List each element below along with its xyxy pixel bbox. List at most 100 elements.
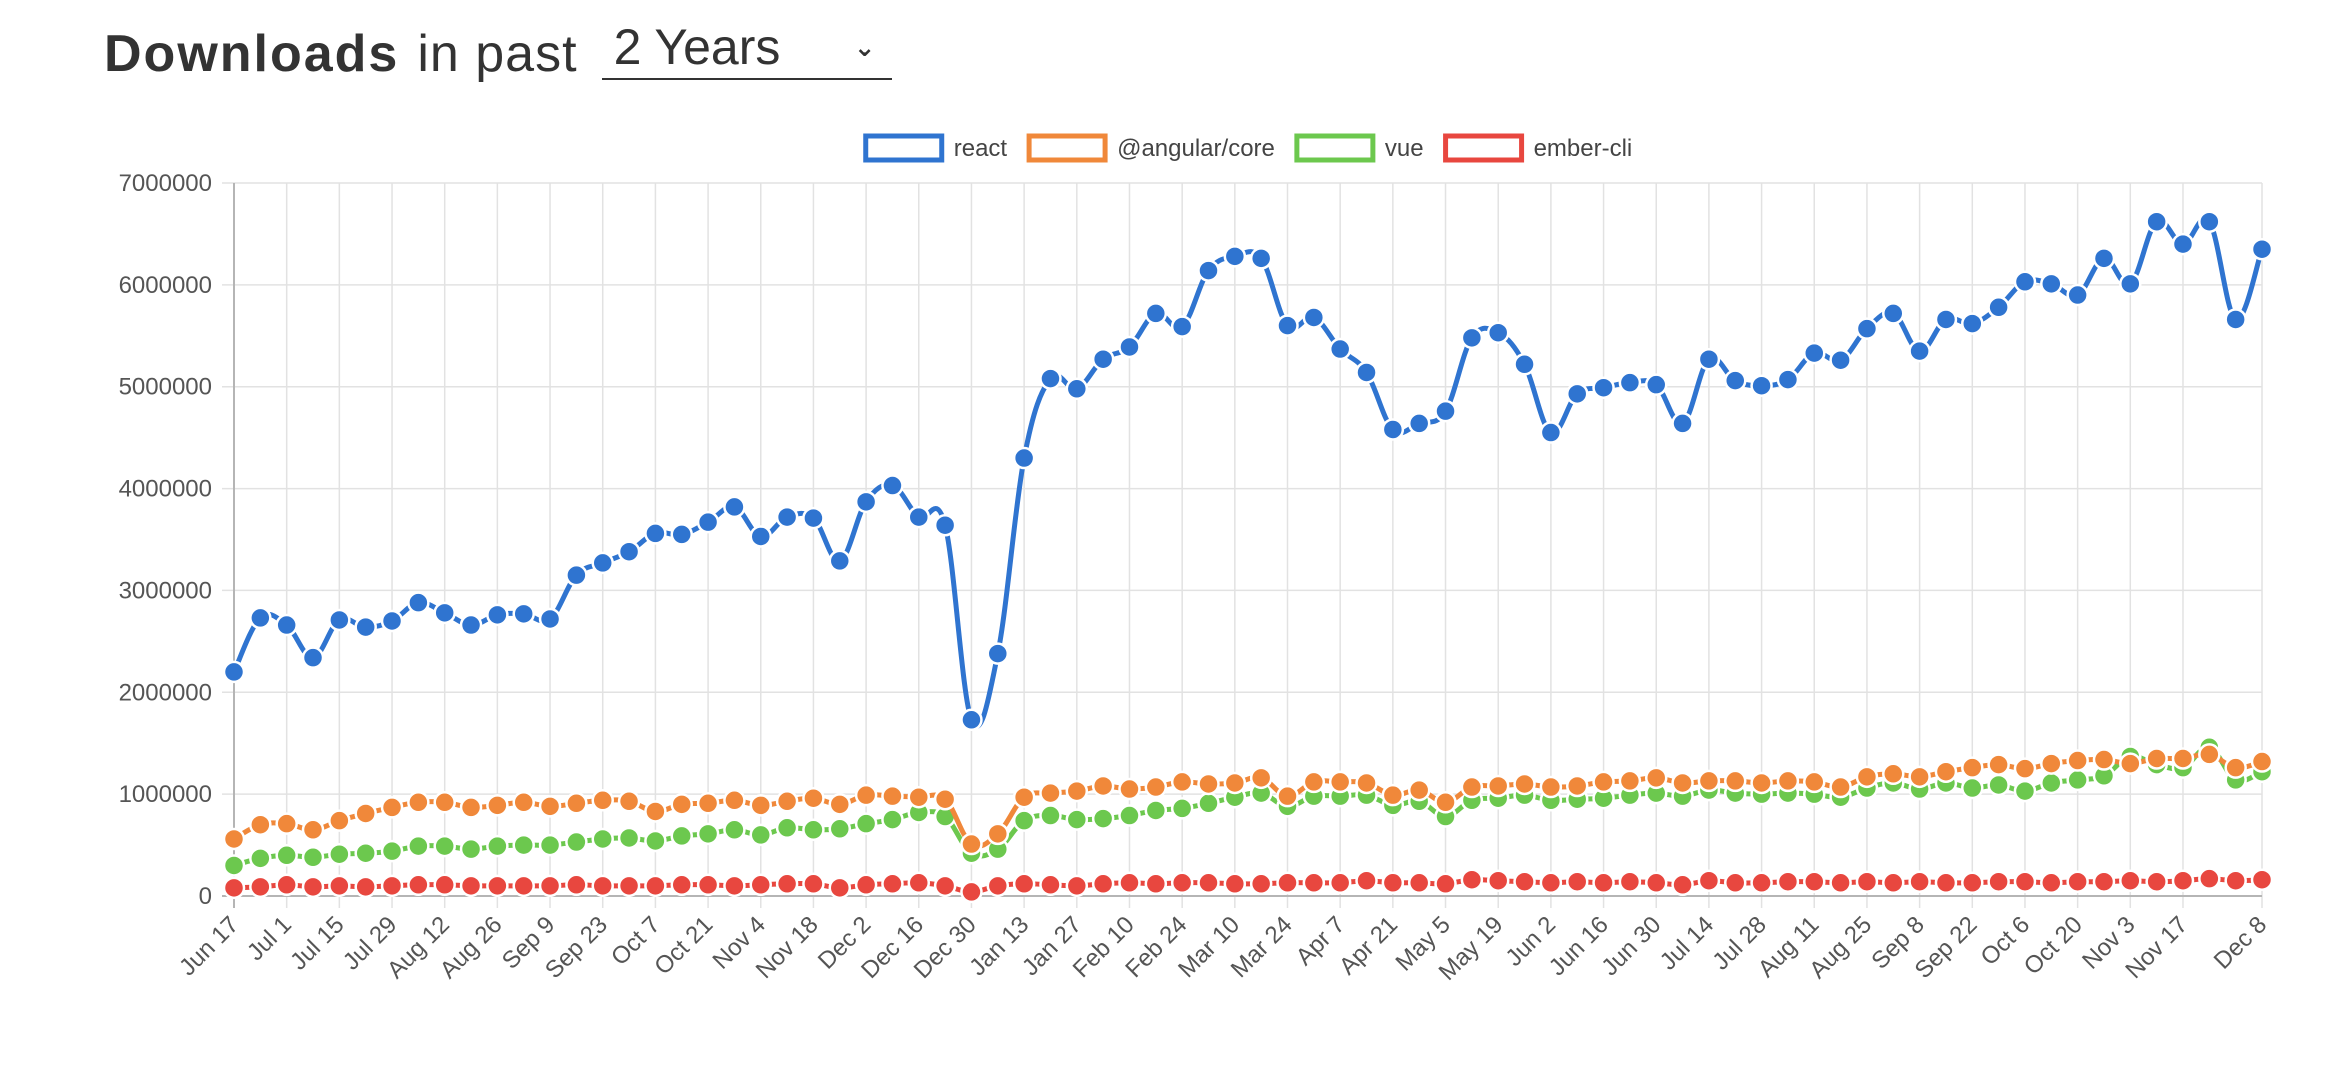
data-point-angular-core[interactable]	[933, 787, 957, 811]
data-point-vue[interactable]	[380, 839, 404, 863]
legend-item-ember-cli[interactable]: ember-cli	[1443, 133, 1633, 163]
data-point-react[interactable]	[1644, 373, 1668, 396]
data-point-angular-core[interactable]	[1460, 775, 1484, 799]
data-point-ember-cli[interactable]	[1434, 872, 1457, 896]
data-point-react[interactable]	[2224, 308, 2247, 331]
data-point-react[interactable]	[222, 660, 246, 684]
data-point-react[interactable]	[802, 506, 825, 530]
data-point-react[interactable]	[407, 591, 430, 614]
data-point-angular-core[interactable]	[1434, 791, 1457, 814]
data-point-angular-core[interactable]	[380, 796, 404, 819]
data-point-ember-cli[interactable]	[407, 873, 430, 897]
data-point-angular-core[interactable]	[407, 791, 430, 814]
data-point-angular-core[interactable]	[1565, 774, 1589, 798]
data-point-react[interactable]	[1012, 446, 1036, 470]
data-point-angular-core[interactable]	[1328, 770, 1352, 794]
data-point-vue[interactable]	[591, 827, 614, 851]
data-point-ember-cli[interactable]	[696, 873, 720, 897]
period-select[interactable]: 2 Years ⌄	[601, 14, 892, 80]
data-point-ember-cli[interactable]	[670, 873, 693, 897]
data-point-vue[interactable]	[1961, 776, 1984, 800]
data-point-ember-cli[interactable]	[1987, 870, 2010, 893]
data-point-vue[interactable]	[617, 826, 641, 850]
data-point-ember-cli[interactable]	[1644, 871, 1668, 895]
data-point-angular-core[interactable]	[1697, 769, 1721, 793]
data-point-angular-core[interactable]	[617, 790, 641, 813]
data-point-vue[interactable]	[512, 833, 535, 857]
data-point-vue[interactable]	[828, 817, 852, 841]
data-point-ember-cli[interactable]	[828, 876, 852, 900]
data-point-angular-core[interactable]	[1144, 775, 1168, 799]
data-point-angular-core[interactable]	[1012, 785, 1036, 809]
data-point-ember-cli[interactable]	[565, 873, 588, 897]
data-point-react[interactable]	[960, 708, 983, 732]
data-point-react[interactable]	[1855, 317, 1879, 340]
data-point-angular-core[interactable]	[1644, 766, 1668, 790]
data-point-angular-core[interactable]	[1118, 777, 1141, 801]
data-point-angular-core[interactable]	[644, 800, 667, 823]
data-point-react[interactable]	[1302, 306, 1326, 329]
data-point-angular-core[interactable]	[907, 785, 931, 809]
data-point-ember-cli[interactable]	[1223, 872, 1247, 896]
data-point-vue[interactable]	[486, 834, 509, 858]
data-point-react[interactable]	[1539, 421, 1563, 444]
data-point-angular-core[interactable]	[775, 790, 799, 813]
data-point-react[interactable]	[1091, 347, 1115, 371]
data-point-angular-core[interactable]	[2224, 756, 2247, 779]
data-point-ember-cli[interactable]	[2250, 868, 2274, 891]
data-point-ember-cli[interactable]	[1829, 871, 1852, 895]
data-point-react[interactable]	[2171, 232, 2195, 256]
data-point-angular-core[interactable]	[828, 793, 852, 816]
data-point-vue[interactable]	[407, 834, 430, 858]
data-point-react[interactable]	[617, 540, 641, 563]
data-point-react[interactable]	[1249, 247, 1273, 270]
data-point-ember-cli[interactable]	[328, 874, 351, 898]
data-point-react[interactable]	[1565, 382, 1589, 406]
data-point-vue[interactable]	[249, 847, 272, 870]
data-point-react[interactable]	[2198, 210, 2221, 233]
data-point-ember-cli[interactable]	[1012, 872, 1036, 896]
data-point-ember-cli[interactable]	[723, 874, 746, 898]
data-point-react[interactable]	[249, 606, 272, 630]
data-point-vue[interactable]	[749, 823, 773, 847]
data-point-react[interactable]	[881, 474, 904, 497]
data-point-ember-cli[interactable]	[1355, 869, 1378, 892]
data-point-angular-core[interactable]	[1987, 753, 2010, 776]
data-point-vue[interactable]	[459, 837, 483, 861]
data-point-angular-core[interactable]	[960, 832, 983, 856]
data-point-vue[interactable]	[354, 841, 377, 865]
data-point-angular-core[interactable]	[1618, 769, 1642, 793]
data-point-angular-core[interactable]	[1961, 756, 1984, 779]
data-point-vue[interactable]	[433, 834, 456, 858]
data-point-react[interactable]	[486, 603, 509, 627]
data-point-react[interactable]	[1118, 335, 1141, 359]
data-point-ember-cli[interactable]	[1276, 871, 1299, 895]
data-point-vue[interactable]	[565, 830, 588, 854]
data-point-ember-cli[interactable]	[2198, 867, 2221, 890]
data-point-react[interactable]	[2040, 272, 2063, 296]
data-point-ember-cli[interactable]	[591, 874, 614, 898]
data-point-vue[interactable]	[328, 842, 351, 866]
data-point-ember-cli[interactable]	[2171, 869, 2195, 892]
data-point-angular-core[interactable]	[433, 791, 456, 814]
data-point-ember-cli[interactable]	[1776, 870, 1800, 893]
data-point-ember-cli[interactable]	[1592, 871, 1615, 895]
data-point-vue[interactable]	[696, 822, 720, 846]
data-point-react[interactable]	[1276, 314, 1299, 337]
data-point-angular-core[interactable]	[1776, 769, 1800, 793]
data-point-ember-cli[interactable]	[1750, 871, 1773, 895]
data-point-react[interactable]	[1170, 315, 1194, 338]
data-point-angular-core[interactable]	[328, 809, 351, 832]
data-point-angular-core[interactable]	[301, 818, 325, 842]
data-point-react[interactable]	[933, 513, 957, 537]
data-point-react[interactable]	[644, 522, 667, 545]
data-point-react[interactable]	[591, 551, 614, 575]
data-point-ember-cli[interactable]	[1170, 871, 1194, 895]
data-point-react[interactable]	[723, 495, 746, 519]
data-point-ember-cli[interactable]	[1328, 871, 1352, 895]
data-point-angular-core[interactable]	[2066, 749, 2089, 772]
data-point-angular-core[interactable]	[1513, 772, 1536, 796]
data-point-react[interactable]	[775, 505, 799, 529]
data-point-react[interactable]	[565, 563, 588, 587]
data-point-ember-cli[interactable]	[459, 874, 483, 898]
